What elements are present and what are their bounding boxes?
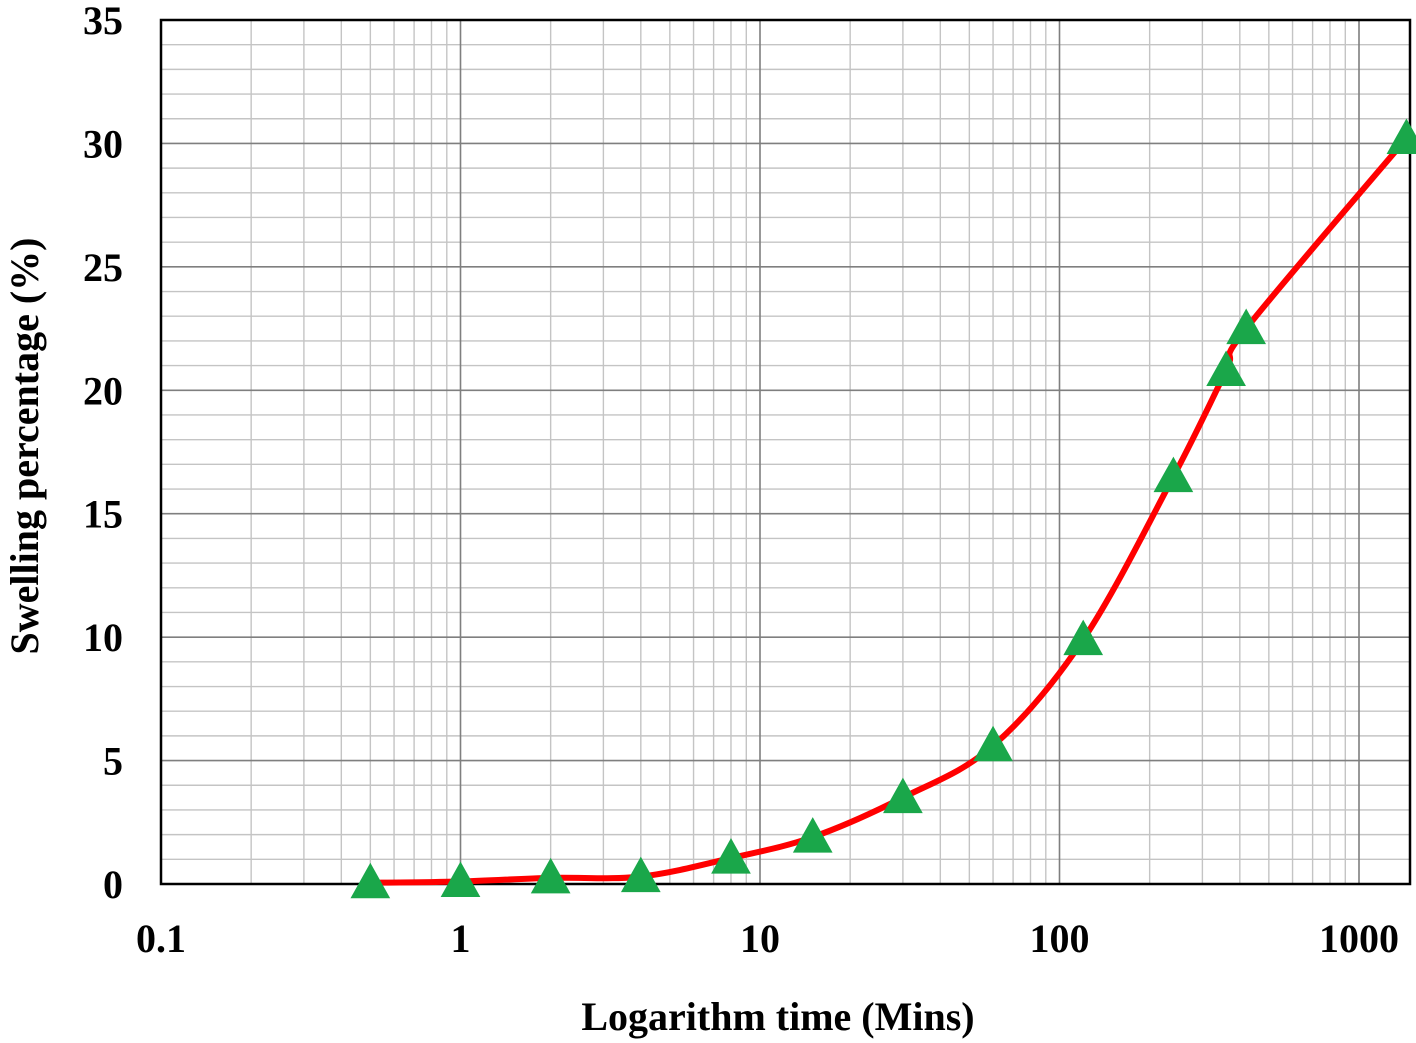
- data-point-marker: [530, 857, 571, 894]
- y-tick-label: 25: [83, 245, 123, 290]
- y-tick-label: 5: [103, 739, 123, 784]
- data-point-marker: [1226, 308, 1267, 345]
- data-point-marker: [973, 725, 1013, 762]
- series-markers: [350, 118, 1416, 899]
- plot-frame: [159, 18, 1412, 886]
- data-point-marker: [1386, 118, 1416, 154]
- data-point-marker: [350, 862, 391, 899]
- y-tick-labels: 0 5 10 15 20 25 30 35: [83, 0, 123, 907]
- y-axis-label: Swelling percentage (%): [2, 238, 47, 655]
- data-point-marker: [711, 838, 751, 874]
- y-tick-label: 0: [103, 862, 123, 907]
- minor-grid: [161, 20, 1410, 884]
- data-point-marker: [620, 856, 661, 893]
- y-tick-label: 15: [83, 492, 123, 537]
- x-tick-labels: 0.1 1 10 100 1000: [136, 916, 1399, 961]
- y-tick-label: 35: [83, 0, 123, 43]
- x-axis-label: Logarithm time (Mins): [581, 994, 974, 1039]
- major-grid: [160, 19, 1410, 885]
- y-tick-label: 20: [83, 368, 123, 413]
- x-tick-label: 1000: [1319, 916, 1399, 961]
- data-point-marker: [1063, 619, 1104, 656]
- data-point-marker: [440, 861, 481, 898]
- x-tick-label: 0.1: [136, 916, 186, 961]
- y-tick-label: 10: [83, 615, 123, 660]
- x-tick-label: 1: [451, 916, 471, 961]
- y-tick-label: 30: [83, 121, 123, 166]
- data-point-marker: [883, 777, 923, 814]
- data-point-marker: [792, 817, 833, 853]
- x-tick-label: 10: [740, 916, 780, 961]
- data-point-marker: [1206, 350, 1246, 387]
- x-tick-label: 100: [1030, 916, 1090, 961]
- series-line: [367, 135, 1410, 886]
- data-point-marker: [1153, 456, 1194, 493]
